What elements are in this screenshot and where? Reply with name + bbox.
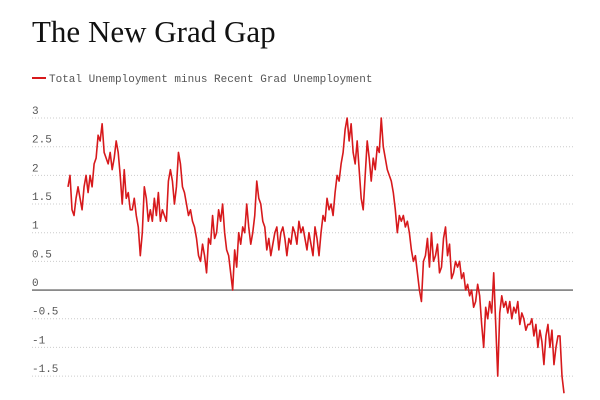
chart-title: The New Grad Gap xyxy=(32,14,276,49)
y-tick-label: -1.5 xyxy=(32,364,58,376)
y-tick-label: 2 xyxy=(32,163,39,175)
y-tick-label: 0 xyxy=(32,278,39,290)
line-series xyxy=(67,117,565,394)
y-tick-label: -1 xyxy=(32,335,46,347)
y-tick-label: 1.5 xyxy=(32,192,52,204)
legend-label: Total Unemployment minus Recent Grad Une… xyxy=(49,74,372,86)
y-tick-label: 1 xyxy=(32,221,39,233)
y-tick-label: -0.5 xyxy=(32,307,58,319)
y-tick-label: 0.5 xyxy=(32,249,52,261)
y-tick-label: 3 xyxy=(32,106,39,118)
y-tick-label: 2.5 xyxy=(32,135,52,147)
